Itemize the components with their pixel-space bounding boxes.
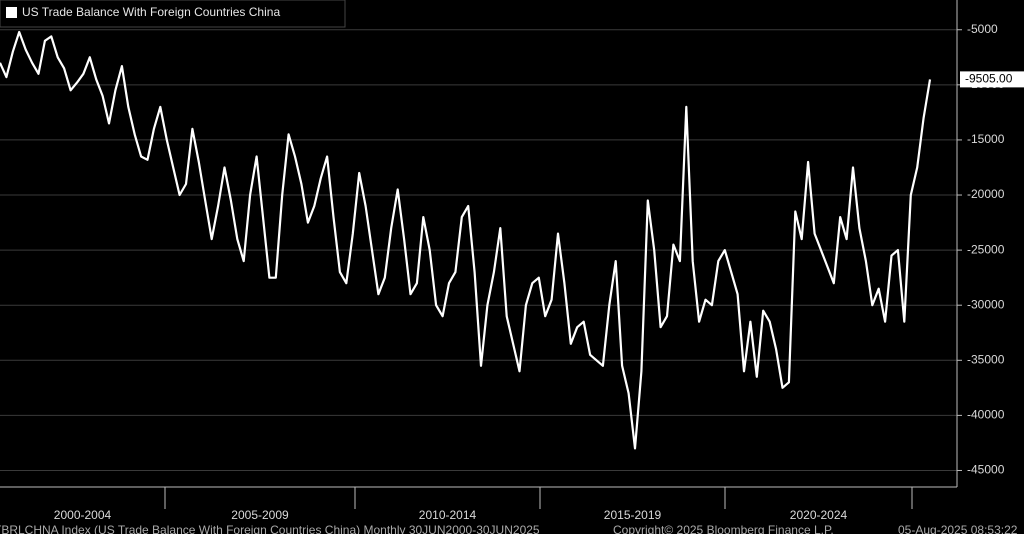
timestamp: 05-Aug-2025 08:53:22 <box>898 523 1018 534</box>
x-tick-label: 2015-2019 <box>604 508 662 522</box>
y-tick-label: -45000 <box>967 463 1005 477</box>
x-tick-label: 2020-2024 <box>790 508 848 522</box>
y-tick-label: -25000 <box>967 242 1005 256</box>
last-value-label: -9505.00 <box>965 72 1013 86</box>
footer: TBRLCHNA Index (US Trade Balance With Fo… <box>0 523 540 534</box>
line-series <box>0 30 932 450</box>
last-value-box <box>960 71 1024 88</box>
y-tick-label: -15000 <box>967 132 1005 146</box>
legend-swatch <box>6 7 17 18</box>
y-tick-label: -40000 <box>967 408 1005 422</box>
y-tick-label: -5000 <box>967 22 998 36</box>
legend-box <box>0 0 346 28</box>
y-tick-label: -20000 <box>967 187 1005 201</box>
x-tick-label: 2005-2009 <box>231 508 289 522</box>
y-tick-label: -35000 <box>967 352 1005 366</box>
x-tick-label: 2010-2014 <box>419 508 477 522</box>
x-tick-label: 2000-2004 <box>54 508 112 522</box>
chart-title: US Trade Balance With Foreign Countries … <box>22 5 280 19</box>
copyright: Copyright© 2025 Bloomberg Finance L.P. <box>613 523 834 534</box>
y-tick-label: -30000 <box>967 297 1005 311</box>
